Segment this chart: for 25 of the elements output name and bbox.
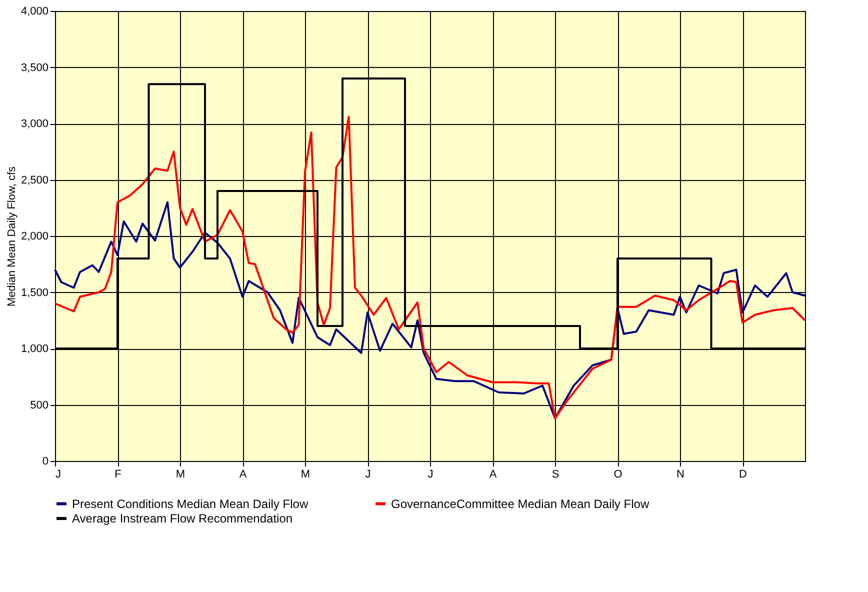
x-tick-label: M xyxy=(176,468,186,480)
y-tick-label: 500 xyxy=(30,399,48,412)
y-tick-label: 0 xyxy=(42,456,48,468)
x-tick-label: J xyxy=(428,468,434,480)
x-tick-label: J xyxy=(56,468,61,480)
y-tick-label: 3,500 xyxy=(20,62,48,74)
x-tick-label: S xyxy=(552,468,560,480)
y-tick-label: 3,000 xyxy=(20,118,48,130)
legend-label: Present Conditions Median Mean Daily Flow xyxy=(72,496,308,511)
y-tick-label: 1,000 xyxy=(20,343,48,355)
y-tick-label: 2,500 xyxy=(20,174,48,186)
x-tick-label: D xyxy=(739,468,748,480)
legend-label: GovernanceCommittee Median Mean Daily Flow xyxy=(391,496,650,511)
y-axis-title: Median Mean Daily Flow, cfs xyxy=(6,166,18,306)
x-tick-label: M xyxy=(300,468,310,480)
x-tick-label: N xyxy=(676,468,685,480)
x-tick-label: O xyxy=(614,468,623,480)
x-tick-label: A xyxy=(239,468,248,480)
y-tick-label: 2,000 xyxy=(20,230,48,242)
y-tick-label: 1,500 xyxy=(20,286,48,299)
x-tick-label: F xyxy=(114,468,122,480)
y-tick-label: 4,000 xyxy=(20,6,48,18)
x-tick-label: A xyxy=(489,468,498,480)
legend-label: Average Instream Flow Recommendation xyxy=(72,512,293,526)
x-tick-label: J xyxy=(365,468,371,480)
